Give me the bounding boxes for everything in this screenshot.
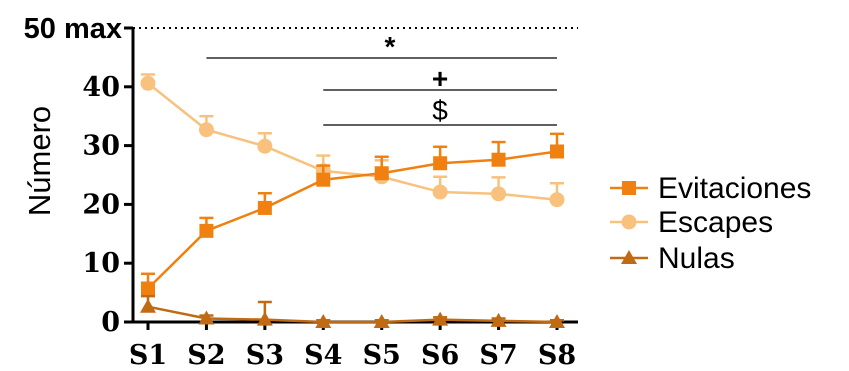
x-tick-label: S1 [129, 340, 167, 371]
data-point [140, 298, 156, 313]
significance-symbol: * [385, 31, 396, 62]
data-point [491, 186, 507, 202]
data-point [549, 192, 565, 208]
legend-label: Evitaciones [658, 172, 811, 205]
y-tick-label: 10 [82, 248, 120, 279]
axes: 50 max 0 10 20 30 40 S1 S2 S3 S4 S5 S6 S7 S8 [24, 13, 578, 371]
significance-annotations: * +$ [206, 31, 557, 126]
x-tick-label: S3 [246, 340, 284, 371]
data-point [550, 144, 564, 159]
data-series [140, 73, 565, 328]
data-point [549, 314, 565, 328]
y-axis-label: Número [22, 106, 57, 216]
data-point [491, 152, 506, 167]
legend-item-evitaciones: Evitaciones [610, 172, 811, 205]
series-line [147, 150, 558, 290]
legend-marker [621, 250, 637, 264]
data-point [198, 122, 214, 138]
data-point [433, 156, 448, 171]
series-line [147, 82, 558, 201]
y-tick-label: 0 [101, 307, 120, 338]
data-point [315, 314, 332, 328]
x-tick-label: S7 [479, 340, 517, 371]
data-point [140, 75, 156, 91]
legend-item-nulas: Nulas [610, 242, 735, 275]
x-tick-label: S6 [421, 340, 459, 371]
data-point [199, 223, 214, 238]
data-point [373, 314, 390, 328]
data-point [432, 311, 449, 326]
data-point [141, 281, 155, 296]
y-tick-label: 40 [82, 72, 120, 103]
y-max-label: 50 max [24, 13, 122, 45]
legend-item-escapes: Escapes [610, 206, 773, 239]
y-tick-label: 30 [82, 131, 120, 162]
legend-marker [622, 181, 636, 195]
data-point [490, 312, 507, 327]
series-nulas [140, 294, 565, 328]
x-tick-label: S8 [538, 340, 576, 371]
data-point [316, 172, 331, 187]
x-tick-label: S5 [363, 340, 401, 371]
data-point [256, 311, 273, 326]
data-point [257, 200, 272, 215]
y-tick-label: 20 [82, 189, 120, 220]
data-point [257, 138, 273, 154]
legend-marker [621, 214, 637, 230]
data-point [374, 166, 389, 181]
series-line [147, 305, 558, 324]
legend-label: Nulas [658, 242, 735, 275]
significance-symbol: $ [432, 95, 448, 126]
x-tick-label: S2 [187, 340, 225, 371]
series-evitaciones [141, 132, 564, 296]
data-point [198, 310, 215, 325]
data-point [432, 184, 448, 200]
significance-symbol: + [432, 63, 448, 94]
legend-label: Escapes [658, 206, 773, 239]
x-tick-label: S4 [304, 340, 342, 371]
